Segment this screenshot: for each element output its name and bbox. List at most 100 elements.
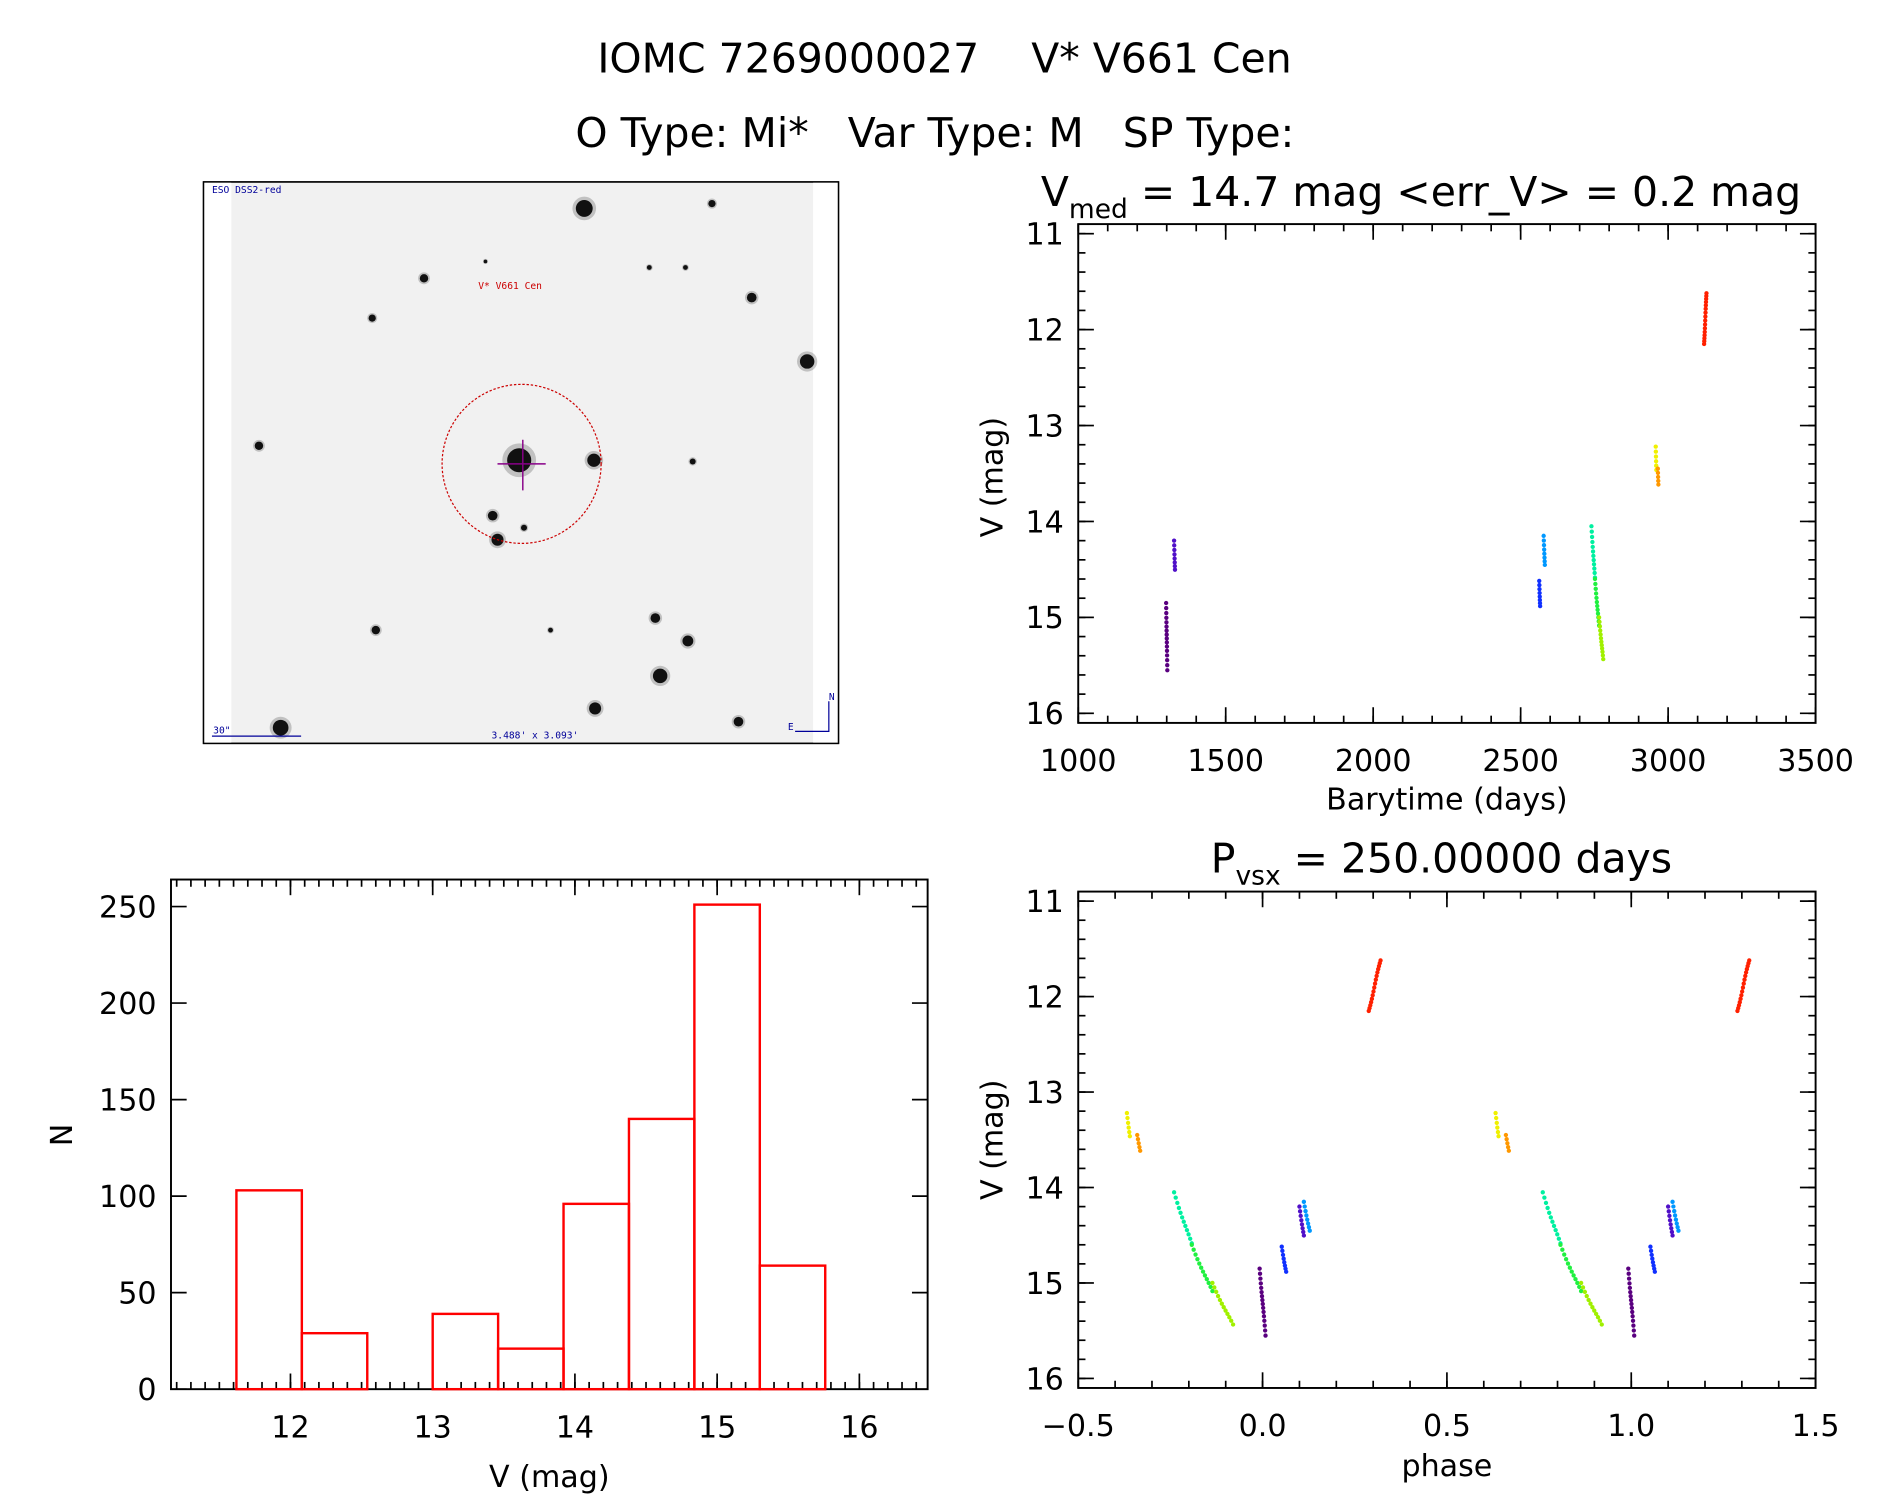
phase-curve-point: [1553, 1227, 1558, 1233]
phase-curve-point: [1188, 1236, 1193, 1241]
light-curve-point: [1703, 299, 1709, 305]
phase-curve-point: [1567, 1265, 1573, 1270]
phase-curve-point: [1200, 1269, 1206, 1274]
phase-curve-point: [1227, 1315, 1232, 1320]
phase-curve-point: [1175, 1200, 1180, 1206]
light-curve-point: [1596, 615, 1602, 620]
light-curve-xlabel: Barytime (days): [1326, 783, 1567, 818]
phase-curve-point: [1262, 1323, 1267, 1328]
phase-curve-point: [1305, 1217, 1310, 1222]
phase-curve-point: [1301, 1199, 1307, 1204]
phase-curve-point: [1548, 1215, 1553, 1220]
phase-curve-point: [1551, 1223, 1557, 1229]
phase-curve-point: [1573, 1276, 1578, 1282]
phase-curve-point: [1597, 1318, 1603, 1323]
star: [507, 448, 532, 473]
phase-curve-point: [1743, 970, 1749, 975]
phase-curve-point: [1586, 1297, 1591, 1303]
phase-curve-point: [1137, 1144, 1142, 1150]
light-curve-point: [1599, 639, 1604, 644]
phase-curve-x-tick-label: 0.5: [1423, 1409, 1471, 1444]
light-curve-y-tick-label: 15: [1025, 601, 1063, 636]
light-curve-point: [1653, 444, 1658, 449]
phase-curve-point: [1739, 989, 1745, 994]
light-curve-point: [1703, 318, 1708, 323]
light-curve-point: [1537, 590, 1542, 596]
light-curve-point: [1591, 553, 1596, 559]
phase-curve-point: [1588, 1301, 1593, 1306]
phase-curve-point: [1378, 958, 1383, 963]
phase-curve-point: [1307, 1228, 1312, 1233]
light-curve-point: [1542, 551, 1547, 556]
phase-curve-x-tick-label: 1.0: [1607, 1409, 1655, 1444]
light-curve-y-tick-label: 11: [1025, 218, 1063, 253]
phase-curve-point: [1540, 1190, 1545, 1195]
phase-curve-point: [1186, 1232, 1191, 1237]
phase-curve-point: [1495, 1125, 1500, 1130]
light-curve-point: [1600, 649, 1605, 654]
light-curve-point: [1656, 478, 1661, 484]
phase-curve-point: [1279, 1244, 1284, 1249]
phase-curve-point: [1675, 1225, 1680, 1230]
phase-curve-point: [1747, 958, 1752, 963]
phase-curve-point: [1210, 1280, 1215, 1286]
light-curve-point: [1703, 303, 1709, 308]
phase-curve-point: [1648, 1248, 1654, 1253]
phase-curve-point: [1303, 1208, 1308, 1214]
phase-curve-point: [1306, 1225, 1312, 1230]
light-curve-point: [1592, 566, 1597, 571]
light-curve-point: [1172, 563, 1178, 569]
light-curve-point: [1172, 567, 1178, 572]
star: [587, 453, 601, 467]
phase-curve-point: [1138, 1148, 1143, 1153]
light-curve-point: [1589, 529, 1594, 534]
phase-curve-point: [1136, 1141, 1141, 1146]
phase-curve-point: [1179, 1215, 1185, 1220]
phase-curve-y-tick-label: 15: [1025, 1267, 1063, 1302]
light-curve-point: [1655, 474, 1661, 480]
compass-arrows: [795, 701, 830, 732]
fov-label: 3.488' x 3.093': [491, 731, 578, 742]
histogram-x-tick-label: 15: [698, 1410, 736, 1445]
phase-curve-point: [1550, 1219, 1555, 1224]
phase-curve-point: [1626, 1276, 1632, 1281]
histogram-y-tick-label: 250: [99, 890, 156, 925]
phase-curve-point: [1260, 1297, 1265, 1303]
phase-curve-y-tick-label: 13: [1025, 1076, 1063, 1111]
light-curve-point: [1597, 624, 1603, 629]
phase-curve-point: [1630, 1314, 1635, 1319]
light-curve-point: [1541, 547, 1547, 552]
phase-curve-title: Pvsx = 250.00000 days: [1211, 834, 1672, 891]
phase-curve-y-tick-label: 12: [1025, 980, 1063, 1015]
phase-curve-point: [1184, 1227, 1190, 1233]
histogram-bar: [300, 1331, 369, 1391]
light-curve-point: [1595, 603, 1600, 609]
phase-curve-point: [1124, 1110, 1130, 1116]
phase-curve-point: [1206, 1280, 1211, 1286]
phase-curve-point: [1229, 1318, 1234, 1323]
light-curve-frame: [1077, 223, 1817, 724]
phase-curve-point: [1215, 1293, 1221, 1299]
phase-curve-point: [1208, 1284, 1213, 1290]
light-curve-y-tick-label: 13: [1025, 409, 1063, 444]
phase-curve-point: [1648, 1244, 1653, 1249]
phase-curve-point: [1672, 1208, 1677, 1214]
light-curve-point: [1704, 291, 1709, 296]
phase-curve-point: [1504, 1137, 1509, 1142]
histogram-bar: [235, 1189, 304, 1391]
light-curve-point: [1164, 648, 1170, 653]
light-curve-point: [1164, 658, 1170, 663]
phase-curve-point: [1262, 1328, 1268, 1333]
phase-curve-point: [1630, 1309, 1635, 1315]
histogram-bar: [431, 1312, 500, 1391]
phase-curve-point: [1173, 1195, 1178, 1200]
light-curve-point: [1165, 662, 1170, 668]
phase-curve-point: [1375, 970, 1380, 975]
light-curve-point: [1653, 449, 1659, 454]
phase-curve-point: [1171, 1190, 1177, 1195]
light-curve-point: [1541, 533, 1546, 539]
north-label: N: [829, 692, 835, 703]
phase-curve-point: [1301, 1233, 1307, 1238]
phase-curve-point: [1372, 985, 1377, 990]
